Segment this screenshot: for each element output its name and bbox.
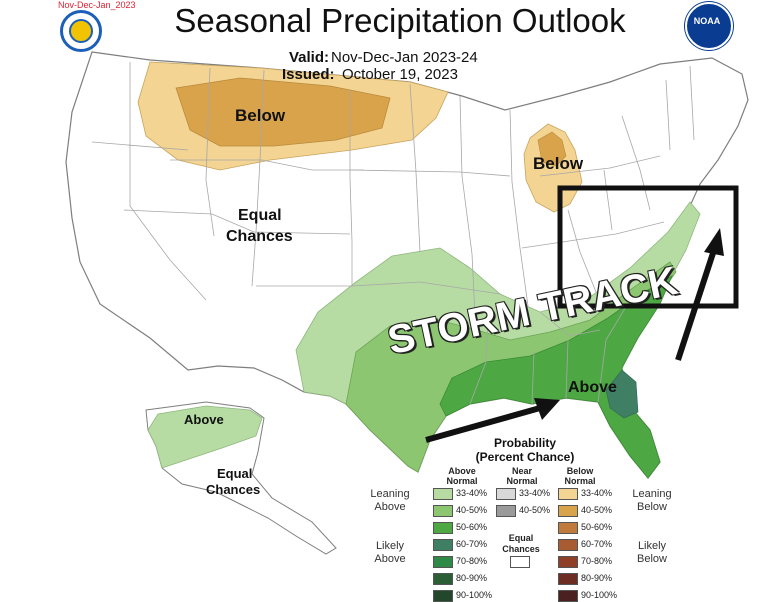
doc-seal-inner <box>69 19 93 43</box>
legend-above-range: 90-100% <box>456 590 493 600</box>
legend-near-range: 40-50% <box>519 505 551 515</box>
legend-above-range: 33-40% <box>456 488 488 498</box>
leaning-below-label: Leaning Below <box>628 488 676 514</box>
legend-above-swatch <box>433 539 453 551</box>
leaning-below-line-1: Leaning <box>632 488 672 500</box>
legend-below-range: 33-40% <box>581 488 613 498</box>
legend-below-swatch <box>558 505 578 517</box>
legend-above-range: 50-60% <box>456 522 488 532</box>
legend-above-swatch <box>433 522 453 534</box>
above-label-southeast: Above <box>568 379 617 396</box>
above-region-darker <box>605 369 639 419</box>
legend-near-header: Near Normal <box>506 466 538 486</box>
legend-equal-line-1: Equal <box>508 533 534 543</box>
arrow-right-line <box>675 249 717 361</box>
equal-chances-line-2: Chances <box>226 228 293 245</box>
valid-value: Nov-Dec-Jan 2023-24 <box>331 49 478 66</box>
legend-above-range: 40-50% <box>456 505 488 515</box>
state-lines <box>91 62 695 405</box>
legend-below-swatch <box>558 590 578 602</box>
arrow-right-head <box>704 228 724 256</box>
legend-above-range: 60-70% <box>456 539 488 549</box>
legend-title: Probability (Percent Chance) <box>440 436 610 464</box>
leaning-above-label: Leaning Above <box>368 488 412 514</box>
issued-value: October 19, 2023 <box>342 66 458 83</box>
legend-equal-swatch <box>510 556 530 568</box>
noaa-text: NOAA <box>693 16 721 26</box>
legend-above-swatch <box>433 505 453 517</box>
legend-above-swatch <box>433 573 453 585</box>
alaska-equal-line-2: Chances <box>206 482 261 497</box>
likely-above-label: Likely Above <box>368 540 412 566</box>
alaska-above-label: Above <box>184 412 224 427</box>
legend-below-swatch <box>558 522 578 534</box>
below-label-north: Below <box>235 106 286 125</box>
legend-near-swatch <box>496 488 516 500</box>
legend-above-swatch <box>433 556 453 568</box>
leaning-above-line-1: Leaning <box>370 488 410 500</box>
arrow-left-head <box>534 398 560 420</box>
legend-near-swatch <box>496 505 516 517</box>
legend-below-swatch <box>558 488 578 500</box>
small-period-label: Nov-Dec-Jan_2023 <box>58 0 136 10</box>
leaning-above-line-2: Above <box>374 501 406 513</box>
legend-below-header: Below Normal <box>564 466 596 486</box>
legend-above-range: 80-90% <box>456 573 488 583</box>
legend-below-range: 50-60% <box>581 522 613 532</box>
alaska-above-region <box>147 405 263 469</box>
highlight-box <box>557 185 739 309</box>
legend-below-range: 40-50% <box>581 505 613 515</box>
below-label-michigan: Below <box>533 154 584 173</box>
valid-label: Valid: <box>289 49 330 66</box>
likely-above-line-1: Likely <box>375 540 405 552</box>
page-title: Seasonal Precipitation Outlook <box>174 2 626 39</box>
noaa-logo-icon <box>685 2 733 50</box>
leaning-below-line-2: Below <box>637 501 667 513</box>
legend-below-swatch <box>558 539 578 551</box>
likely-above-line-2: Above <box>374 553 406 565</box>
likely-below-line-2: Below <box>637 553 667 565</box>
likely-below-line-1: Likely <box>637 540 667 552</box>
legend-title-line-2: (Percent Chance) <box>475 450 575 464</box>
legend-below-range: 60-70% <box>581 539 613 549</box>
legend-title-line-1: Probability <box>493 436 556 450</box>
below-region-north-medium <box>175 77 391 147</box>
legend-below-range: 80-90% <box>581 573 613 583</box>
likely-below-label: Likely Below <box>628 540 676 566</box>
legend-above-header: Above Normal <box>446 466 478 486</box>
legend-below-range: 70-80% <box>581 556 613 566</box>
legend-below-swatch <box>558 573 578 585</box>
legend-above-swatch <box>433 590 453 602</box>
below-region-michigan-medium <box>537 131 567 167</box>
storm-arrows <box>425 228 724 443</box>
legend-below-range: 90-100% <box>581 590 618 600</box>
legend-below-swatch <box>558 556 578 568</box>
equal-chances-line-1: Equal <box>238 207 282 224</box>
arrow-left-line <box>425 405 541 443</box>
issued-label: Issued: <box>282 66 335 83</box>
legend-above-swatch <box>433 488 453 500</box>
legend-above-range: 70-80% <box>456 556 488 566</box>
legend-equal-line-2: Chances <box>502 544 540 554</box>
alaska-equal-line-1: Equal <box>217 466 253 481</box>
legend-near-range: 33-40% <box>519 488 551 498</box>
